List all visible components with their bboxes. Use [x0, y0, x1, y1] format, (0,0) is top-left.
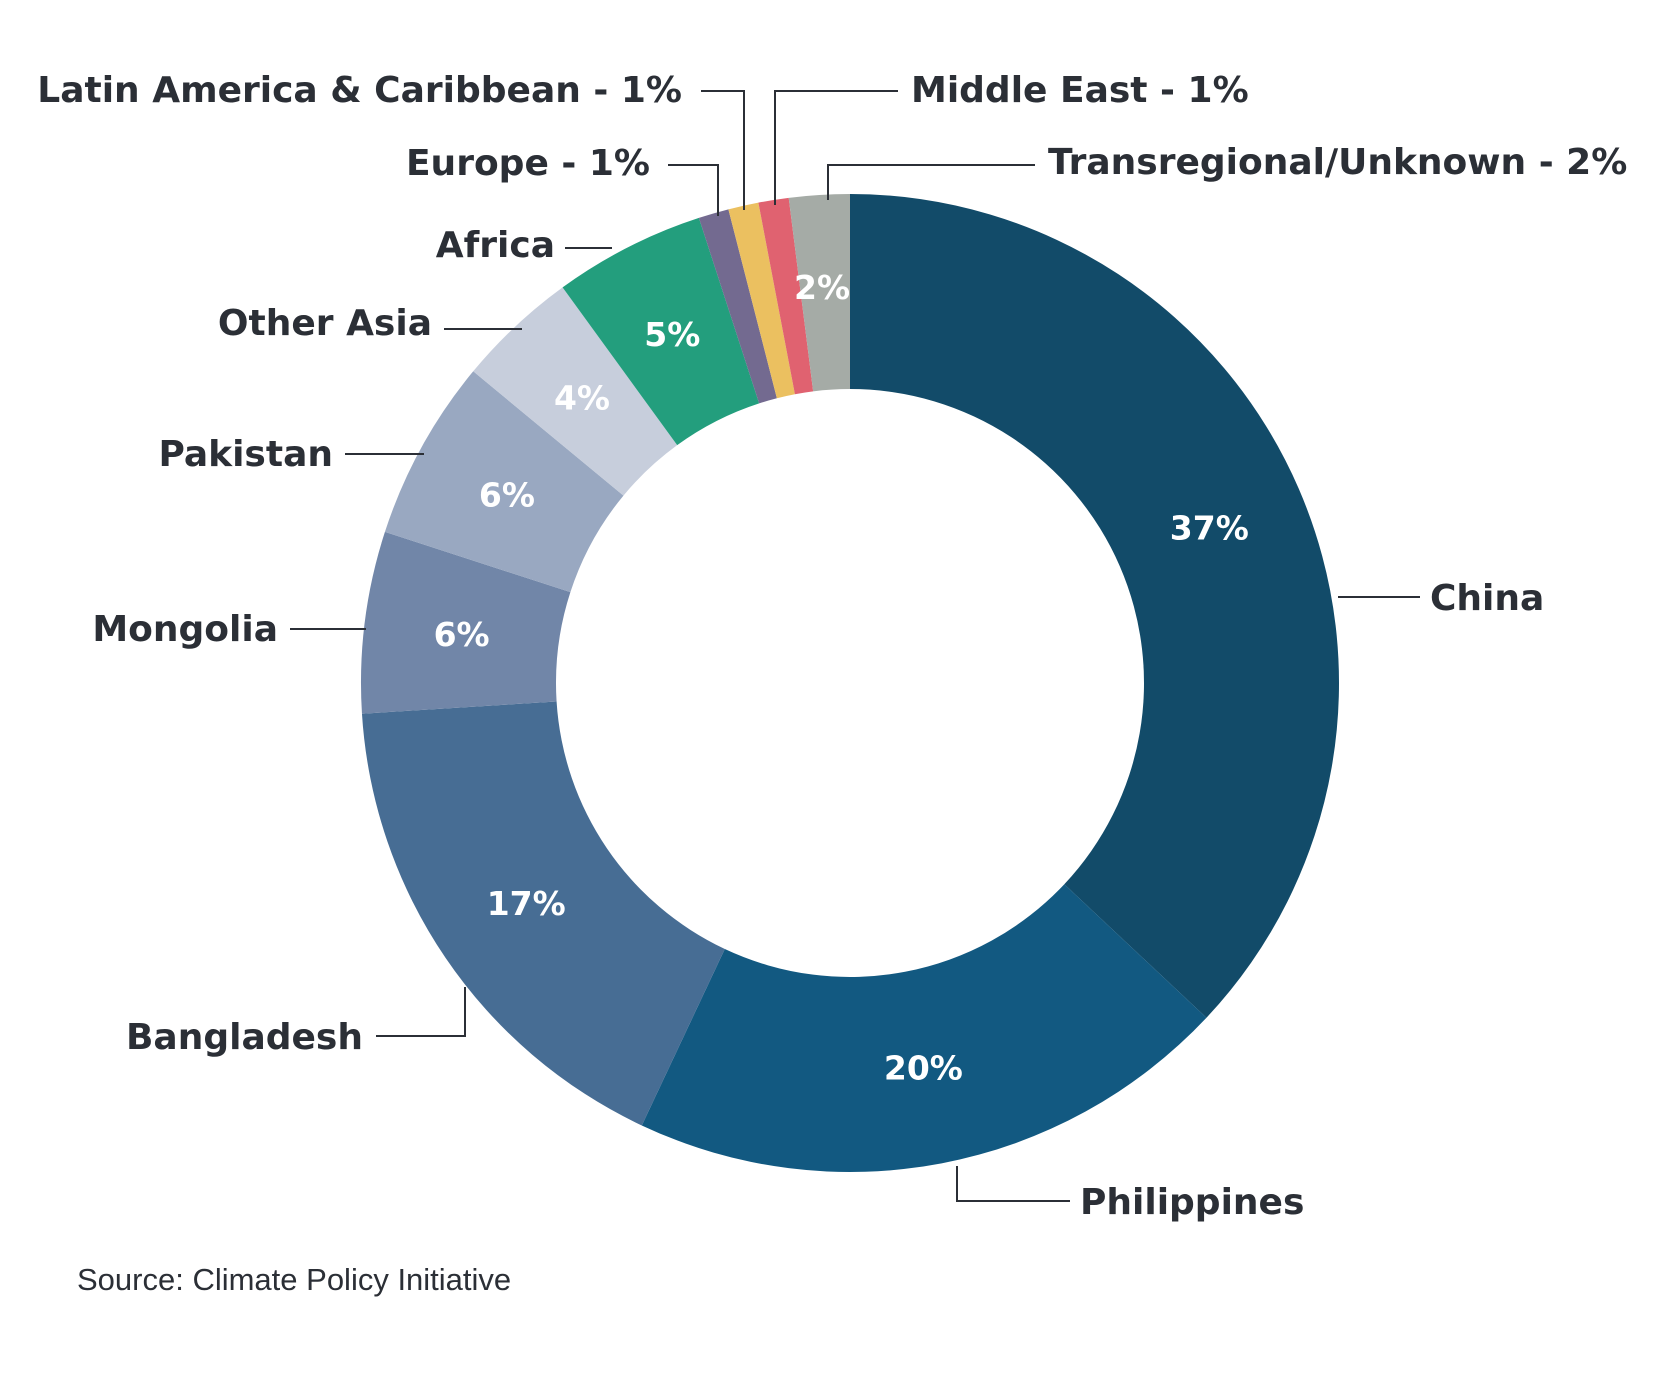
- category-label-middle-east-1: Middle East - 1%: [911, 70, 1249, 111]
- value-label-philippines: 20%: [884, 1049, 963, 1088]
- slice-other-asia: [473, 287, 678, 496]
- category-labels-group: China Philippines Bangladesh Mongolia Pakist…: [37, 70, 1627, 1223]
- value-label-africa: 5%: [644, 315, 700, 354]
- slice-pakistan: [384, 371, 624, 593]
- slice-mongolia: [360, 531, 571, 714]
- leader-line-latin-america-caribbean-1: [701, 90, 745, 210]
- category-label-europe-1: Europe - 1%: [406, 143, 650, 184]
- leader-lines-group: [290, 90, 1420, 1202]
- leader-line-philippines: [956, 1166, 1070, 1202]
- slices-group: [360, 194, 1339, 1172]
- category-label-china: China: [1430, 578, 1544, 619]
- slice-china: [850, 194, 1339, 1018]
- category-label-africa: Africa: [436, 225, 555, 266]
- value-label-mongolia: 6%: [434, 615, 490, 654]
- leader-line-europe-1: [668, 164, 719, 216]
- slice-africa: [562, 217, 760, 446]
- value-label-bangladesh: 17%: [487, 884, 566, 923]
- leader-line-bangladesh: [376, 987, 466, 1037]
- value-label-other-asia: 4%: [554, 379, 610, 418]
- leader-line-middle-east-1: [774, 90, 898, 205]
- category-label-philippines: Philippines: [1080, 1182, 1304, 1223]
- category-label-transregional-unknown-2: Transregional/Unknown - 2%: [1048, 142, 1627, 183]
- category-label-latin-america-caribbean-1: Latin America & Caribbean - 1%: [37, 70, 682, 111]
- category-label-mongolia: Mongolia: [92, 609, 278, 650]
- slice-bangladesh: [361, 701, 725, 1126]
- value-label-transregional-unknown-2: 2%: [794, 268, 850, 307]
- value-label-china: 37%: [1170, 509, 1249, 548]
- slice-transregional-unknown-2: [788, 194, 850, 392]
- category-label-other-asia: Other Asia: [218, 303, 432, 344]
- category-label-pakistan: Pakistan: [158, 434, 333, 475]
- source-note: Source: Climate Policy Initiative: [77, 1262, 512, 1297]
- slice-europe-1: [698, 209, 777, 404]
- leader-line-transregional-unknown-2: [827, 164, 1035, 200]
- category-label-bangladesh: Bangladesh: [126, 1017, 363, 1058]
- value-labels-group: 37% 20% 17% 6% 6% 4% 5% 2%: [434, 268, 1249, 1088]
- slice-philippines: [641, 884, 1207, 1172]
- slice-middle-east-1: [758, 197, 814, 395]
- value-label-pakistan: 6%: [479, 475, 535, 514]
- slice-latin-america-caribbean-1: [728, 202, 795, 399]
